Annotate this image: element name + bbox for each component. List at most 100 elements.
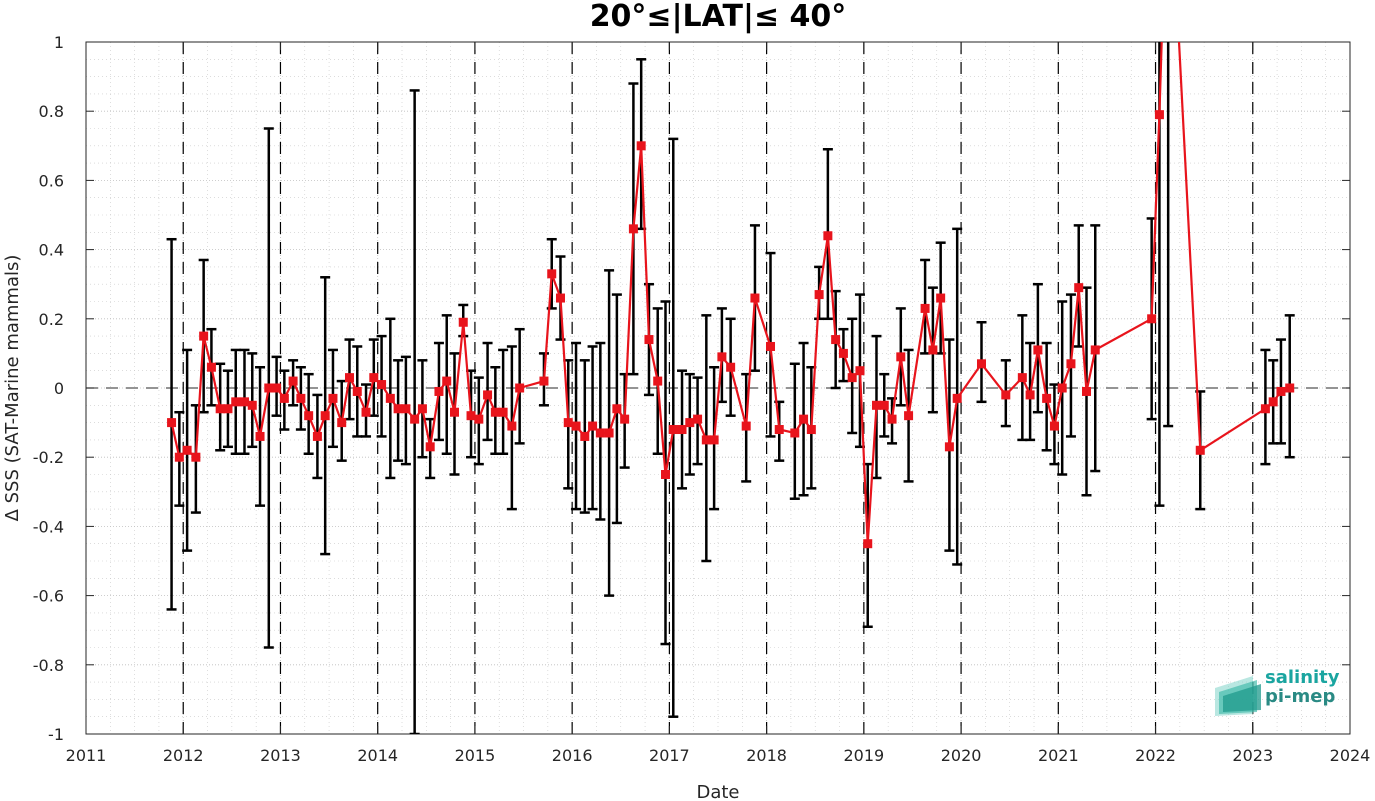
data-point <box>304 411 314 421</box>
data-point <box>434 386 444 396</box>
data-point <box>466 411 476 421</box>
data-point <box>174 452 184 462</box>
data-point <box>677 425 687 435</box>
data-point <box>206 362 216 372</box>
data-point <box>831 335 841 345</box>
logo-text: salinity pi-mep <box>1265 668 1340 706</box>
data-point <box>709 435 719 445</box>
data-point <box>393 404 403 414</box>
data-point <box>644 335 654 345</box>
y-tick-label: 0 <box>54 379 64 398</box>
data-point <box>823 231 833 241</box>
data-point <box>182 445 192 455</box>
data-point <box>498 407 508 417</box>
data-point <box>191 452 201 462</box>
data-point <box>369 373 379 383</box>
chart-title: 20°≤|LAT|≤ 40° <box>590 0 847 34</box>
data-point <box>717 352 727 362</box>
x-tick-label: 2011 <box>66 746 107 765</box>
plot-area: 2011 2012 2013 2014 2015 2016 2017 2018 2019 2020… <box>33 33 1371 765</box>
data-point <box>352 386 362 396</box>
data-point <box>1017 373 1027 383</box>
y-tick-label: 0.2 <box>39 310 64 329</box>
data-point <box>693 414 703 424</box>
data-point <box>774 425 784 435</box>
data-point <box>320 411 330 421</box>
y-tick-label: -0.2 <box>33 448 64 467</box>
logo-line2: pi-mep <box>1265 686 1336 707</box>
data-point <box>474 414 484 424</box>
data-point <box>814 290 824 300</box>
y-tick-label: 0.6 <box>39 171 64 190</box>
data-point <box>272 383 282 393</box>
data-point <box>344 373 354 383</box>
data-point <box>726 362 736 372</box>
data-point <box>296 393 306 403</box>
data-point <box>1195 445 1205 455</box>
data-point <box>863 539 873 549</box>
x-tick-label: 2017 <box>649 746 690 765</box>
data-point <box>1066 359 1076 369</box>
y-tick-label: 0.8 <box>39 102 64 121</box>
x-tick-label: 2021 <box>1038 746 1079 765</box>
data-point <box>539 376 549 386</box>
data-point <box>766 341 776 351</box>
data-point <box>612 404 622 414</box>
data-point <box>442 376 452 386</box>
series-line <box>170 42 1291 544</box>
logo-line1: salinity <box>1265 667 1340 688</box>
data-point <box>1074 283 1084 293</box>
data-point <box>377 380 387 390</box>
data-point <box>871 400 881 410</box>
data-point <box>1276 386 1286 396</box>
data-point <box>401 404 411 414</box>
data-point <box>928 345 938 355</box>
data-point <box>288 376 298 386</box>
data-point <box>660 470 670 479</box>
data-point <box>1001 390 1011 400</box>
data-point <box>628 224 638 234</box>
x-tick-label: 2013 <box>260 746 301 765</box>
x-tick-label: 2024 <box>1330 746 1371 765</box>
x-tick-label: 2022 <box>1135 746 1176 765</box>
data-point <box>239 397 249 407</box>
data-point <box>337 418 347 428</box>
data-point <box>547 269 557 279</box>
data-point <box>952 393 962 403</box>
x-tick-label: 2015 <box>455 746 496 765</box>
data-point <box>483 390 493 400</box>
data-point <box>167 418 177 428</box>
data-point <box>279 393 289 403</box>
data-point <box>417 404 427 414</box>
y-tick-label: -0.8 <box>33 656 64 675</box>
data-point <box>1147 314 1157 324</box>
y-axis-label: Δ SSS (SAT-Marine mammals) <box>2 255 23 522</box>
data-point <box>410 414 420 424</box>
data-point <box>385 393 395 403</box>
data-point <box>806 425 816 435</box>
data-point <box>1260 404 1270 414</box>
data-point <box>636 141 646 151</box>
salinity-pi-mep-logo: salinity pi-mep <box>1213 668 1348 718</box>
x-tick-label: 2019 <box>843 746 884 765</box>
data-point <box>936 293 946 303</box>
data-point <box>604 428 614 438</box>
data-point <box>1268 397 1278 407</box>
data-point <box>450 407 460 417</box>
data-point <box>563 418 573 428</box>
data-point <box>1154 110 1164 120</box>
data-point <box>879 400 889 410</box>
data-point <box>838 348 848 358</box>
data-point <box>847 373 857 383</box>
data-point <box>944 442 954 452</box>
logo-waves-icon <box>1215 676 1261 716</box>
x-tick-label: 2012 <box>163 746 204 765</box>
data-point <box>264 383 274 393</box>
y-tick-label: 0.4 <box>39 241 64 260</box>
x-tick-label: 2016 <box>552 746 593 765</box>
data-point <box>701 435 711 445</box>
data-point <box>653 376 663 386</box>
data-point <box>1285 383 1295 393</box>
data-point <box>1049 421 1059 431</box>
